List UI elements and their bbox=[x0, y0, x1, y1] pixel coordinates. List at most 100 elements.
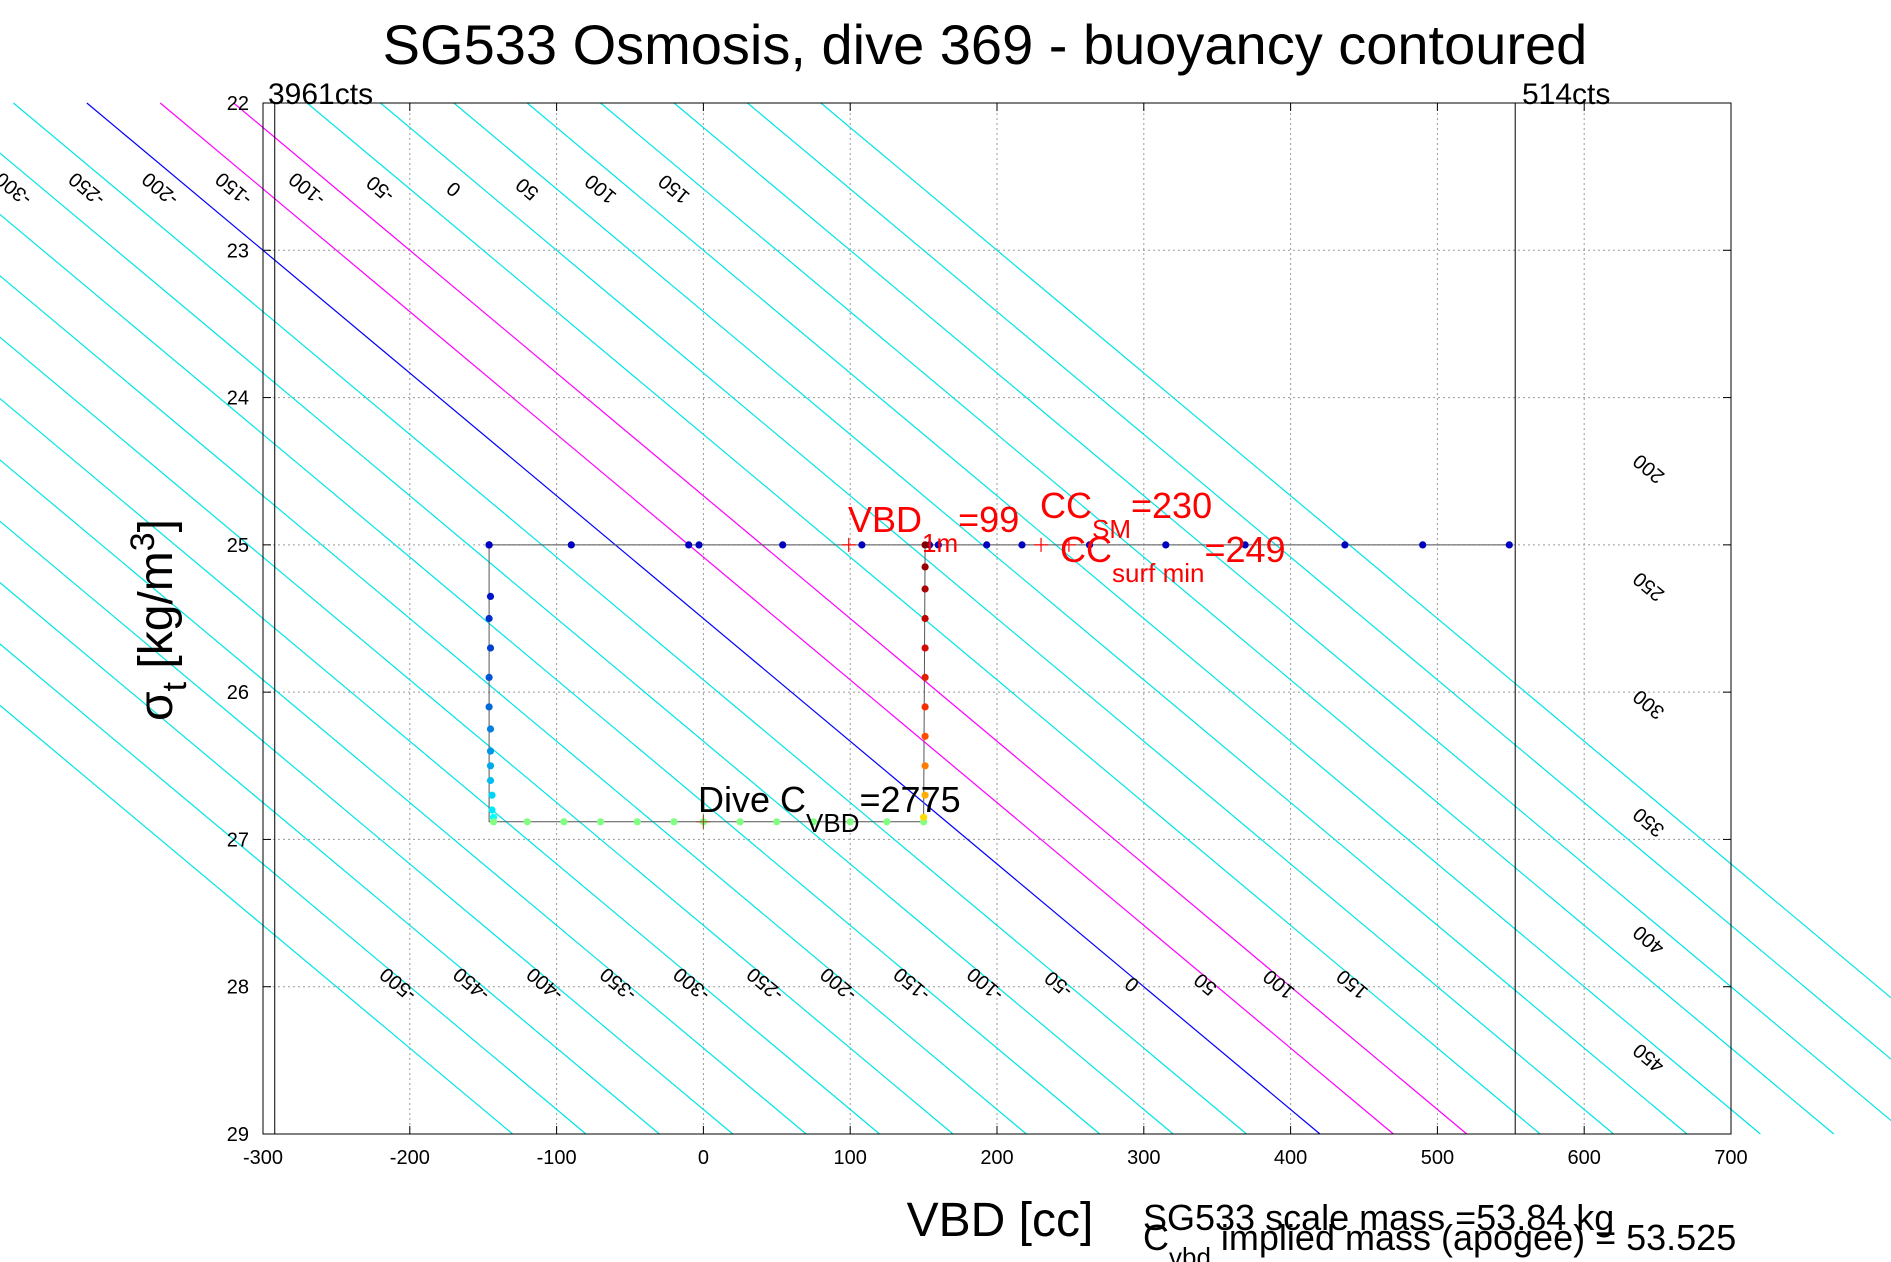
x-tick-label: -300 bbox=[243, 1147, 283, 1169]
contour-label: -250 bbox=[743, 963, 788, 1006]
contour-label: -200 bbox=[138, 167, 183, 210]
ascent-point bbox=[921, 585, 929, 593]
contour-label: 50 bbox=[1190, 968, 1221, 999]
contour-line bbox=[0, 520, 734, 1135]
bottom-point bbox=[883, 818, 891, 826]
contour-label: 400 bbox=[1629, 921, 1669, 959]
descent-point bbox=[485, 703, 493, 711]
ascent-point bbox=[921, 644, 929, 652]
surface-point bbox=[1505, 541, 1513, 549]
surface-point bbox=[1085, 541, 1094, 549]
vbd-1m-annotation: VBD1m=99 bbox=[848, 499, 1019, 558]
cc-sm-annotation: CCSM=230 bbox=[1040, 485, 1212, 544]
descent-point bbox=[485, 541, 493, 549]
contour-line bbox=[380, 102, 1614, 1135]
y-axis-ticks: 22 23 24 25 26 27 28 29 bbox=[227, 93, 1731, 1146]
x-tick-label: 700 bbox=[1714, 1147, 1747, 1169]
counts-left-label: 3961cts bbox=[268, 78, 373, 111]
dive-c-vbd-annotation: Dive CVBD=2775 bbox=[698, 779, 961, 838]
contour-line bbox=[0, 459, 807, 1135]
y-axis-label-rest: [kg/m bbox=[130, 551, 183, 682]
contour-label: -300 bbox=[670, 963, 715, 1006]
vbd-1m-rest: =99 bbox=[958, 499, 1019, 540]
cc-sm-main: CC bbox=[1040, 485, 1092, 526]
y-tick-label: 24 bbox=[227, 388, 249, 410]
contour-label: -250 bbox=[65, 167, 110, 210]
contour-line bbox=[233, 102, 1468, 1135]
y-tick-label: 29 bbox=[227, 1124, 249, 1146]
descent-point bbox=[486, 776, 495, 785]
x-tick-label: 300 bbox=[1127, 1147, 1160, 1169]
surface-point bbox=[858, 541, 866, 549]
bottom-point bbox=[523, 818, 531, 826]
chart-title: SG533 Osmosis, dive 369 - buoyancy conto… bbox=[383, 13, 1588, 76]
bottom-point bbox=[809, 818, 818, 826]
footer-implied-rest: implied mass (apogee) = 53.525 bbox=[1211, 1217, 1736, 1258]
contour-label: 250 bbox=[1629, 567, 1669, 605]
y-axis-label-sup: 3 bbox=[124, 532, 162, 551]
descent-point bbox=[485, 614, 493, 623]
cc-sm-rest: =230 bbox=[1131, 485, 1212, 526]
contour-label: 150 bbox=[655, 169, 695, 207]
contour-line bbox=[0, 275, 1027, 1135]
contour-line bbox=[159, 102, 1394, 1135]
ascent-point bbox=[921, 541, 929, 549]
vbd-1m-main: VBD bbox=[848, 499, 922, 540]
bottom-point bbox=[597, 818, 605, 826]
contour-label: -500 bbox=[376, 963, 421, 1006]
contour-label: -50 bbox=[1041, 966, 1077, 1001]
contour-line bbox=[747, 102, 1891, 1060]
contour-label: -350 bbox=[596, 963, 641, 1006]
y-tick-label: 26 bbox=[227, 682, 249, 704]
x-tick-label: -100 bbox=[537, 1147, 577, 1169]
cc-surf-min-annotation: CCsurf min=249 bbox=[1060, 529, 1286, 588]
x-axis-label: VBD [cc] bbox=[907, 1194, 1094, 1247]
bottom-point bbox=[670, 818, 678, 826]
vbd-limit-lines bbox=[274, 103, 1516, 1134]
bottom-point bbox=[736, 818, 744, 826]
y-axis-label: σt [kg/m3] bbox=[124, 519, 194, 721]
ascent-point bbox=[921, 703, 929, 711]
dive-track-line bbox=[488, 544, 1510, 823]
ascent-point bbox=[921, 732, 929, 740]
contour-label: 0 bbox=[443, 177, 466, 201]
contour-label: -150 bbox=[212, 167, 257, 210]
x-axis-ticks: -300 -200 -100 0 100 200 300 400 500 600 700 bbox=[243, 103, 1748, 1169]
contour-label: -50 bbox=[363, 171, 399, 206]
cc-surf-min-main: CC bbox=[1060, 529, 1112, 570]
descent-point bbox=[486, 592, 495, 601]
surface-point bbox=[567, 541, 575, 549]
descent-point bbox=[486, 747, 495, 755]
descent-point bbox=[485, 673, 493, 682]
contour-line bbox=[0, 581, 660, 1135]
dive-c-vbd-rest: =2775 bbox=[860, 779, 961, 820]
contour-line bbox=[13, 102, 1247, 1135]
contour-line bbox=[526, 102, 1761, 1135]
contour-line bbox=[453, 102, 1688, 1135]
contour-line bbox=[0, 704, 513, 1135]
surface-point bbox=[1241, 541, 1249, 549]
descent-point bbox=[488, 806, 496, 814]
x-tick-label: 100 bbox=[834, 1147, 867, 1169]
contour-label: 100 bbox=[581, 169, 621, 207]
surface-point bbox=[1341, 541, 1349, 549]
y-axis-label-sub: t bbox=[156, 681, 194, 691]
x-tick-label: 0 bbox=[698, 1147, 709, 1169]
contour-label: 150 bbox=[1333, 965, 1373, 1003]
bottom-point bbox=[560, 818, 568, 826]
contour-label: 450 bbox=[1629, 1038, 1669, 1076]
contour-label: -100 bbox=[963, 963, 1008, 1006]
y-axis-label-main: σ bbox=[130, 691, 183, 721]
contour-label: -300 bbox=[0, 167, 36, 210]
surface-point bbox=[983, 541, 991, 549]
bottom-point bbox=[846, 818, 854, 826]
surface-point bbox=[1419, 541, 1427, 549]
annotations: VBD1m=99 CCSM=230 CCsurf min=249 Dive CV… bbox=[698, 485, 1286, 838]
contour-label: 300 bbox=[1629, 685, 1669, 723]
x-tick-label: 200 bbox=[980, 1147, 1013, 1169]
x-tick-label: 600 bbox=[1568, 1147, 1601, 1169]
y-tick-label: 28 bbox=[227, 977, 249, 999]
ascent-point bbox=[921, 614, 929, 623]
footer-implied-sub: vbd bbox=[1169, 1242, 1211, 1262]
